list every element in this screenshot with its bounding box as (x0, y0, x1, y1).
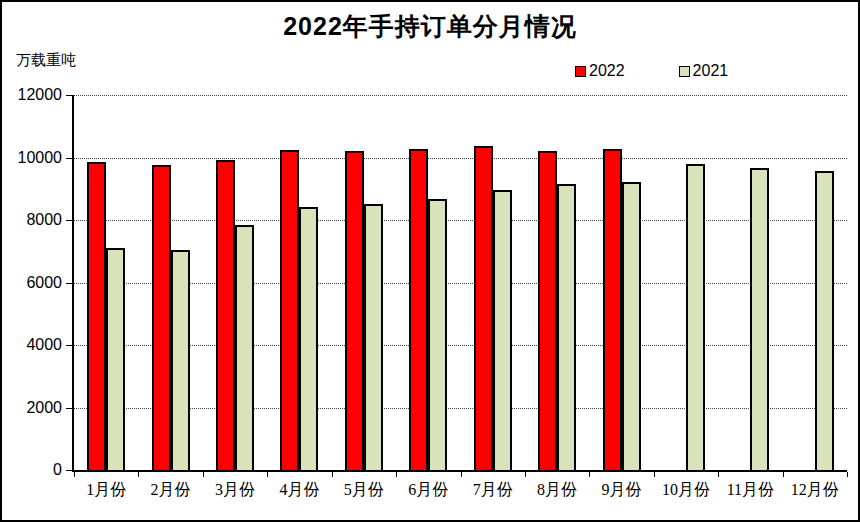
bar-2022-1月份 (87, 162, 106, 470)
y-axis-tick-10000 (66, 158, 74, 159)
y-axis-tick-12000 (66, 95, 74, 96)
bar-2022-7月份 (474, 146, 493, 470)
gridline-8000 (74, 220, 847, 221)
x-axis-tick (461, 472, 462, 477)
x-axis-tick (396, 472, 397, 477)
legend-item-2021: 2021 (679, 62, 729, 80)
bar-2022-9月份 (603, 149, 622, 470)
bar-2021-9月份 (622, 182, 641, 470)
bar-2021-4月份 (299, 207, 318, 470)
y-axis-label-10000: 10000 (4, 149, 62, 167)
bar-2021-7月份 (493, 190, 512, 470)
x-axis-label-12月份: 12月份 (773, 480, 857, 501)
legend-label-2021: 2021 (693, 62, 729, 80)
bar-2021-11月份 (750, 168, 769, 470)
legend-swatch-2022-icon (575, 66, 586, 77)
bar-2022-5月份 (345, 151, 364, 470)
y-axis-label-6000: 6000 (4, 274, 62, 292)
y-axis-label-12000: 12000 (4, 86, 62, 104)
y-axis-tick-2000 (66, 408, 74, 409)
x-axis-tick (783, 472, 784, 477)
bar-2022-6月份 (409, 149, 428, 470)
gridline-4000 (74, 345, 847, 346)
x-axis-tick (74, 472, 75, 477)
gridline-6000 (74, 283, 847, 284)
y-axis-label-2000: 2000 (4, 399, 62, 417)
x-axis-tick (525, 472, 526, 477)
y-axis-tick-6000 (66, 283, 74, 284)
bar-2022-2月份 (152, 165, 171, 470)
chart-title: 2022年手持订单分月情况 (2, 10, 858, 43)
bar-2022-8月份 (538, 151, 557, 470)
chart-window: 2022年手持订单分月情况 万载重吨 2022 2021 02000400060… (0, 0, 860, 522)
x-axis-tick (203, 472, 204, 477)
bar-2021-3月份 (235, 225, 254, 470)
x-axis-tick (332, 472, 333, 477)
bar-2021-10月份 (686, 164, 705, 470)
bar-2021-6月份 (428, 199, 447, 470)
bar-2021-5月份 (364, 204, 383, 470)
x-axis-tick (847, 472, 848, 477)
bar-2022-3月份 (216, 160, 235, 470)
y-axis-label-4000: 4000 (4, 336, 62, 354)
legend-item-2022: 2022 (575, 62, 625, 80)
y-axis-tick-4000 (66, 345, 74, 346)
gridline-2000 (74, 408, 847, 409)
x-axis-tick (718, 472, 719, 477)
legend-swatch-2021-icon (679, 66, 690, 77)
y-axis-tick-0 (66, 470, 74, 471)
plot-area: 0200040006000800010000120001月份2月份3月份4月份5… (72, 95, 847, 472)
bar-2022-4月份 (280, 150, 299, 470)
legend-label-2022: 2022 (589, 62, 625, 80)
y-axis-label-8000: 8000 (4, 211, 62, 229)
x-axis-tick (654, 472, 655, 477)
y-axis-label-0: 0 (4, 461, 62, 479)
x-axis-tick (138, 472, 139, 477)
gridline-10000 (74, 158, 847, 159)
x-axis-tick (589, 472, 590, 477)
bar-2021-8月份 (557, 184, 576, 470)
y-axis-unit-label: 万载重吨 (16, 51, 76, 70)
legend: 2022 2021 (575, 62, 728, 80)
bar-2021-2月份 (171, 250, 190, 470)
bar-2021-12月份 (815, 171, 834, 470)
x-axis-tick (267, 472, 268, 477)
bar-2021-1月份 (106, 248, 125, 470)
y-axis-tick-8000 (66, 220, 74, 221)
gridline-12000 (74, 95, 847, 96)
